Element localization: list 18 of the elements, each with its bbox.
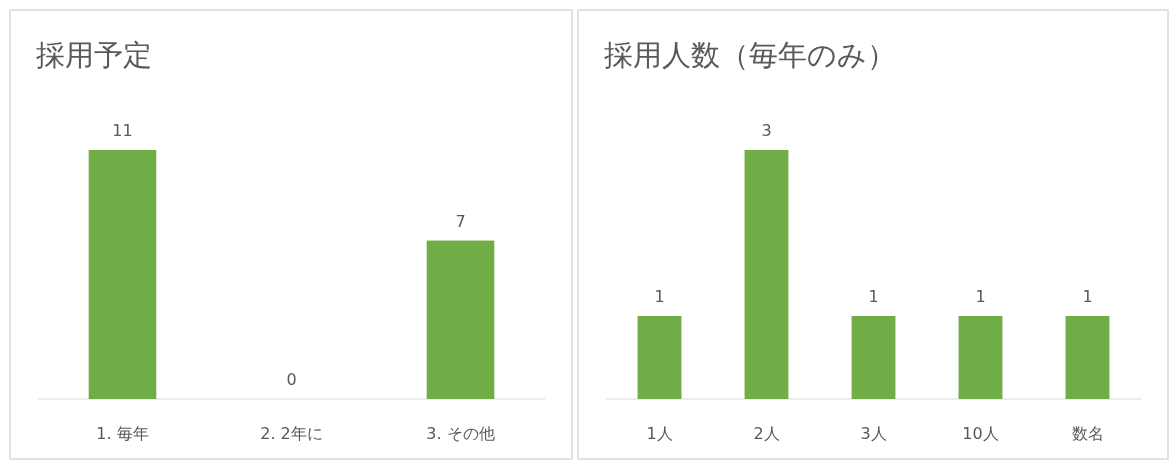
data-label: 0 [286,370,297,389]
x-tick-label: 3. その他 [426,424,495,443]
data-label: 11 [112,121,133,140]
x-tick-label: 数名 [1071,424,1104,443]
data-label: 1 [868,287,879,306]
data-label: 1 [1082,287,1093,306]
data-label: 1 [654,287,665,306]
chart-title: 採用予定 [36,38,152,72]
x-tick-label: 2人 [753,424,780,443]
chart-title: 採用人数（毎年のみ） [604,38,896,72]
data-label: 1 [975,287,986,306]
data-label: 3 [761,121,772,140]
x-tick-label: 1. 毎年 [96,424,149,443]
x-tick-label: 10人 [962,424,999,443]
x-tick-label: 3人 [860,424,887,443]
data-label: 7 [455,211,466,231]
x-tick-label: 2. 2年に [260,424,323,443]
x-tick-label: 1人 [646,424,673,443]
